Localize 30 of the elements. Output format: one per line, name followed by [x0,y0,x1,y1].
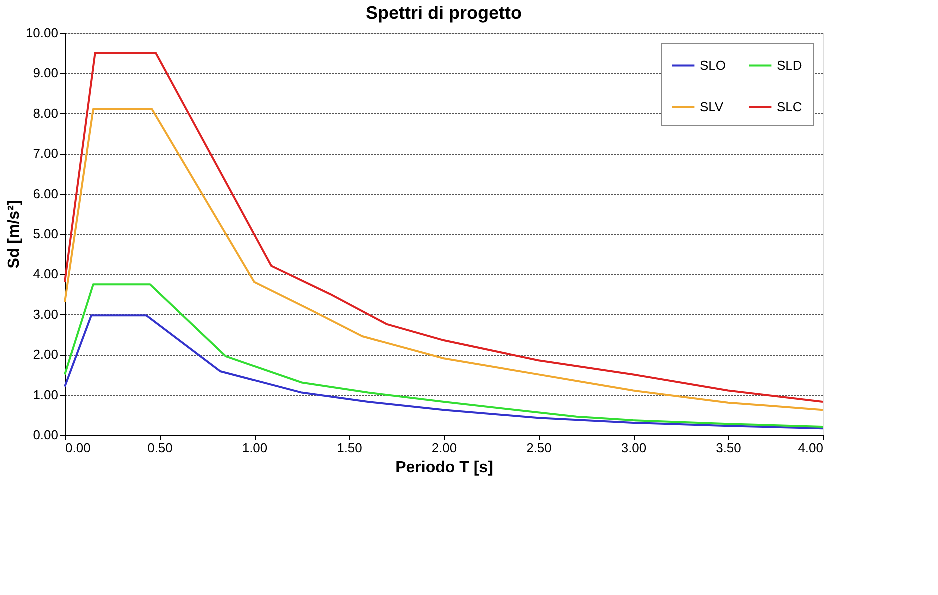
x-tick-label: 0.50 [148,440,173,456]
y-axis-title: Sd [m/s²] [6,200,23,269]
y-tick-label: 4.00 [33,266,58,282]
y-tick-label: 1.00 [33,387,58,402]
legend-label: SLV [700,100,724,114]
line-series [64,284,824,428]
x-tick-label: 1.50 [337,440,362,456]
x-axis-title: Periodo T [s] [396,460,494,476]
y-tick-label: 0.00 [33,428,58,442]
line-series [64,314,824,430]
y-tick-label: 9.00 [33,66,58,81]
y-tick-label: 5.00 [33,226,58,242]
legend-label: SLC [777,100,802,114]
line-series [64,52,824,404]
y-tick-label: 2.00 [33,347,58,362]
x-tick-label: 3.00 [621,440,647,456]
y-tick-label: 10.00 [26,26,58,40]
chart-title: Spettri di progetto [366,3,522,23]
x-tick-label: 2.00 [432,440,458,456]
x-tick-label: 0.00 [66,440,91,456]
y-tick-label: 6.00 [33,186,58,202]
x-tick-label: 2.50 [526,440,552,456]
legend-label: SLD [777,58,802,73]
legend-label: SLO [700,58,726,73]
y-tick-label: 7.00 [33,146,58,162]
x-tick-label: 4.00 [798,440,824,456]
y-tick-label: 3.00 [33,306,58,322]
x-tick-label: 3.50 [716,440,742,456]
x-tick-label: 1.00 [242,440,268,456]
y-tick-label: 8.00 [33,106,58,121]
